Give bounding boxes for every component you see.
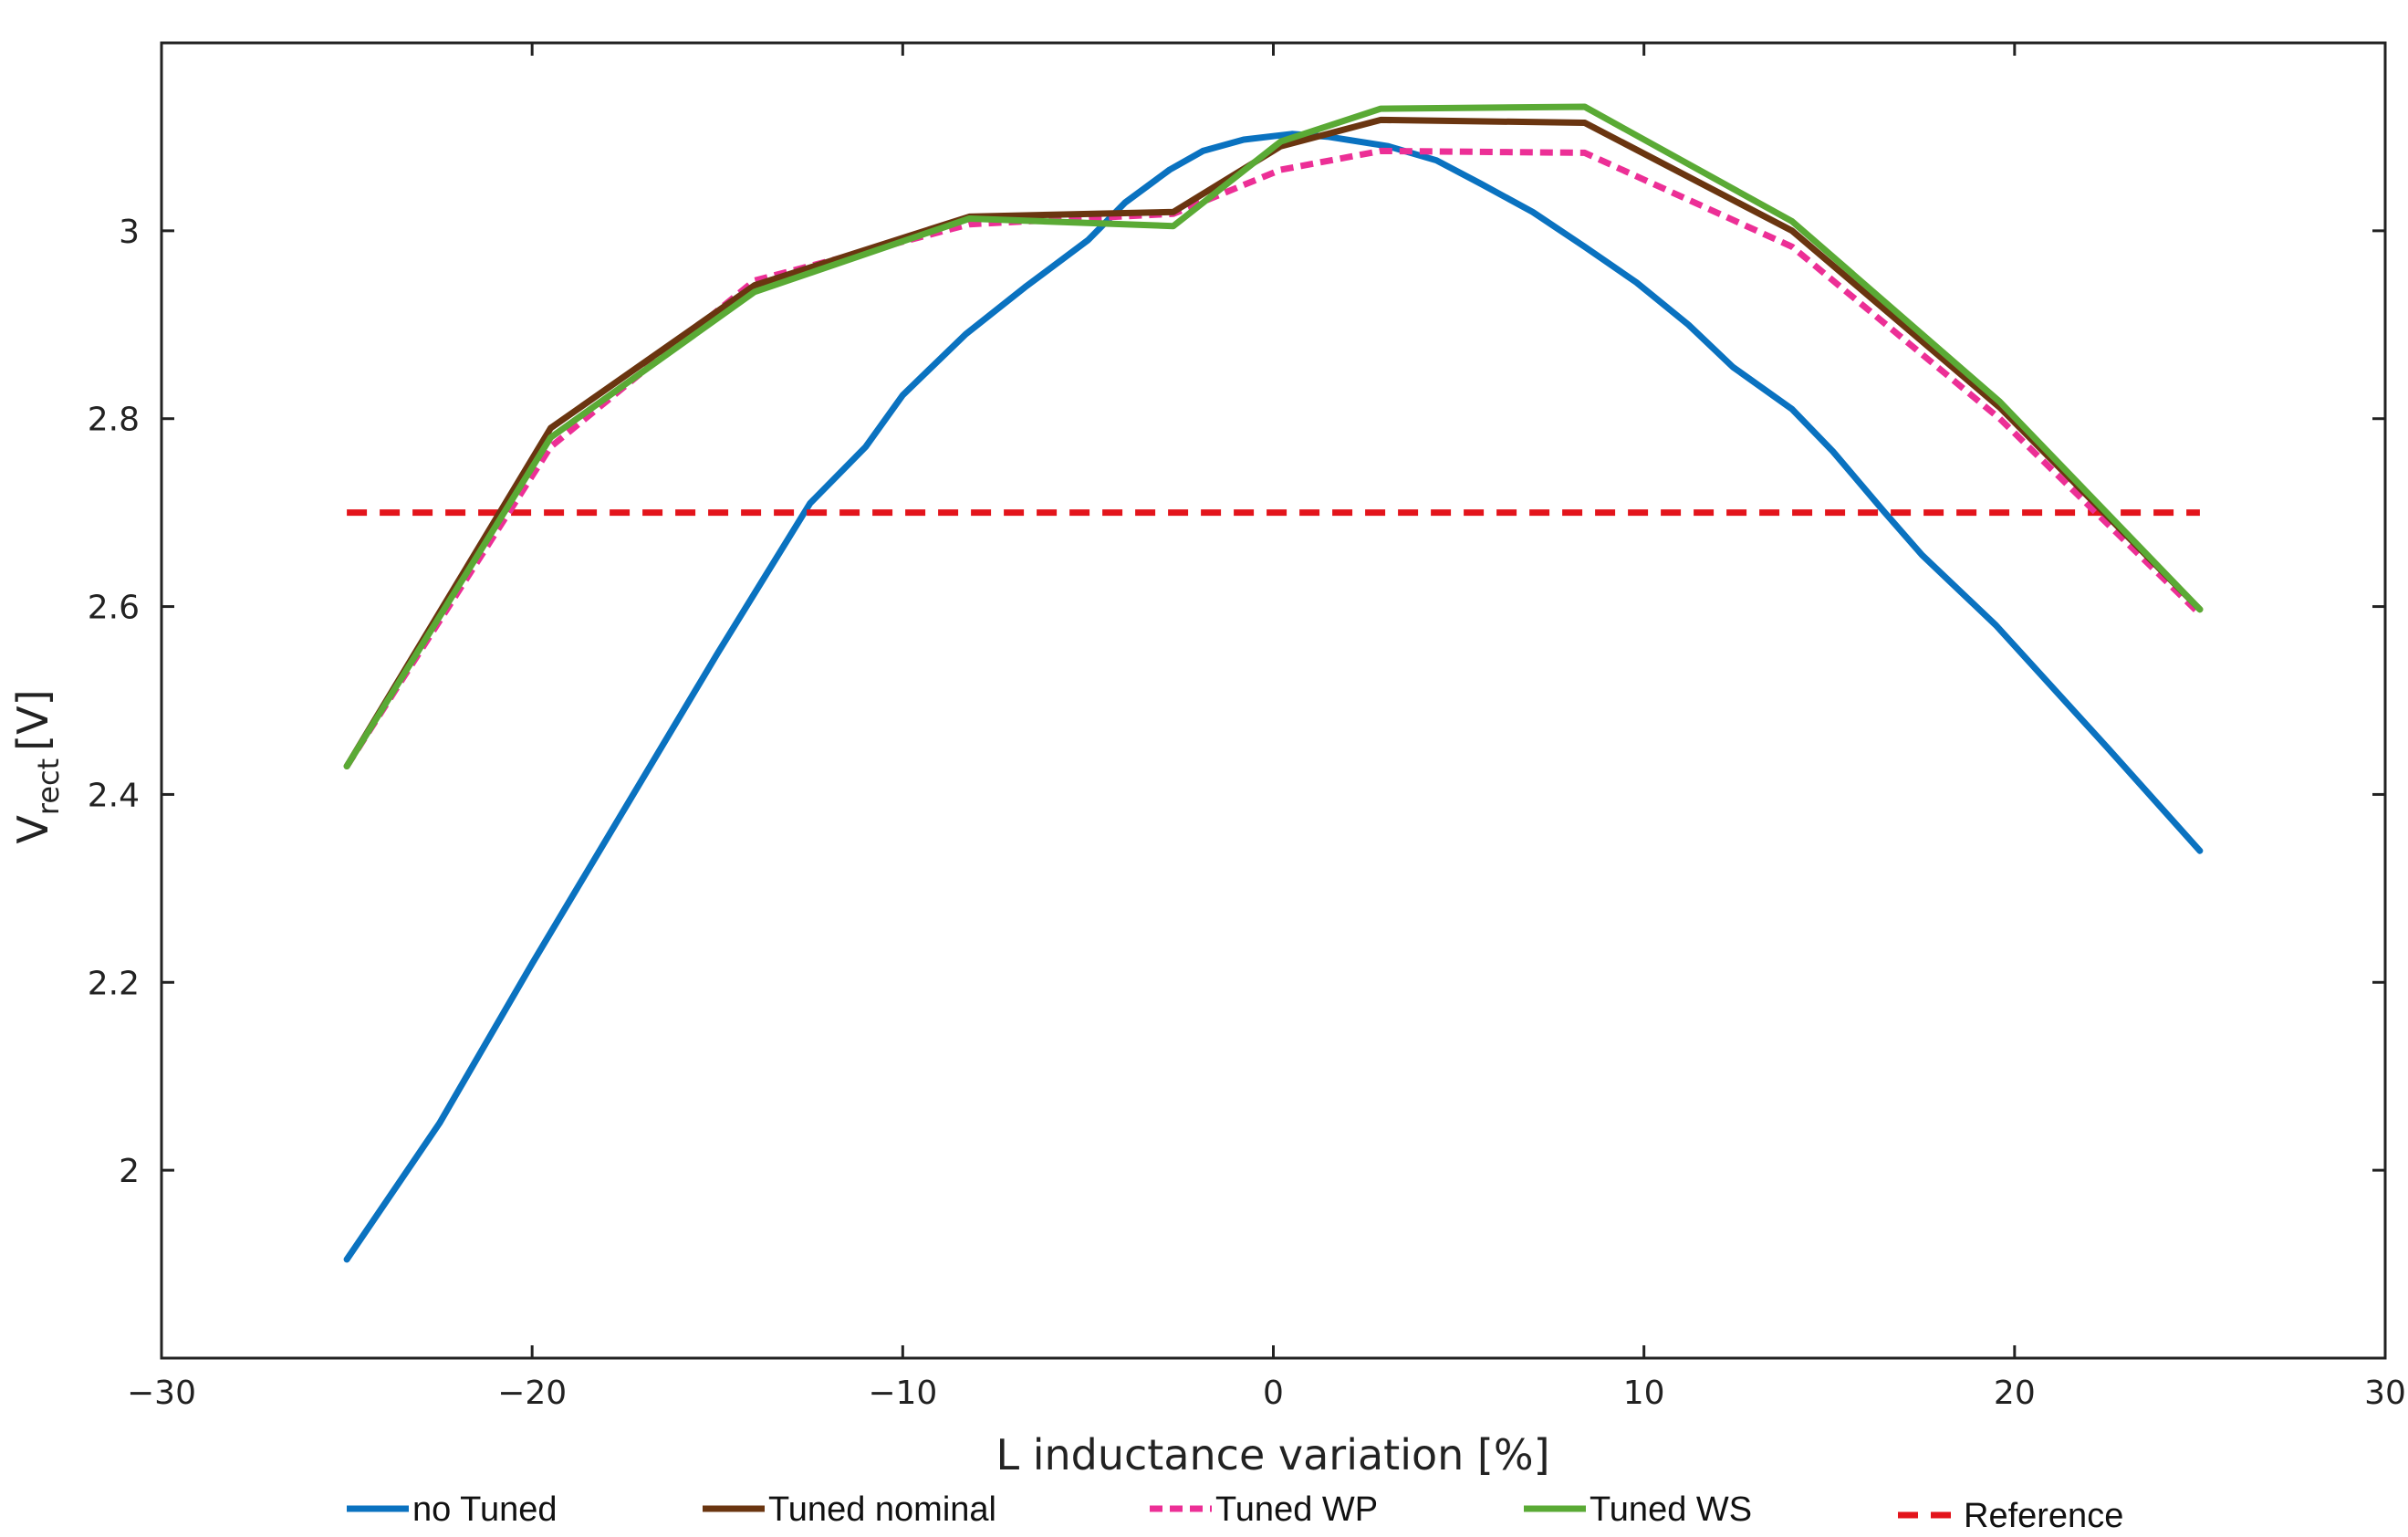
legend-label-tuned-ws: Tuned WS — [1590, 1490, 1752, 1529]
series-layer — [343, 103, 2204, 1263]
series-line-tuned-ws — [343, 103, 2204, 769]
y-axis-label-sub: rect — [31, 758, 66, 815]
x-tick-label: 0 — [1263, 1375, 1284, 1412]
x-axis-label: L inductance variation [%] — [996, 1430, 1549, 1479]
legend-label-reference: Reference — [1964, 1497, 2123, 1535]
y-axis-label-main: V — [8, 815, 57, 844]
y-axis-label: Vrect [V] — [8, 689, 66, 843]
legend-label-no-tuned: no Tuned — [412, 1490, 557, 1529]
series-line-tuned-nominal — [343, 116, 2204, 769]
legend: no Tuned Tuned nominal Tuned WP Tuned WS Ref… — [347, 1490, 2123, 1535]
y-axis-label-unit: [V] — [8, 689, 57, 750]
legend-label-tuned-nominal: Tuned nominal — [768, 1490, 996, 1529]
x-tick-label: −10 — [868, 1375, 937, 1412]
x-tick-label: 20 — [1994, 1375, 2036, 1412]
x-tick-label: −20 — [497, 1375, 567, 1412]
x-tick-label: 30 — [2364, 1375, 2406, 1412]
y-tick-label: 3 — [119, 214, 140, 251]
y-tick-label: 2 — [119, 1153, 140, 1190]
y-tick-label: 2.8 — [88, 402, 140, 439]
y-tick-label: 2.2 — [88, 965, 140, 1002]
legend-label-tuned-wp: Tuned WP — [1215, 1490, 1378, 1529]
x-tick-label: −30 — [127, 1375, 196, 1412]
x-axis: −30 −20 −10 0 10 20 30 — [127, 43, 2406, 1412]
y-tick-label: 2.6 — [88, 590, 140, 627]
y-tick-label: 2.4 — [88, 777, 140, 814]
x-tick-label: 10 — [1623, 1375, 1665, 1412]
y-axis: 2 2.2 2.4 2.6 2.8 3 — [88, 214, 2385, 1190]
plot-area — [160, 41, 2387, 1360]
